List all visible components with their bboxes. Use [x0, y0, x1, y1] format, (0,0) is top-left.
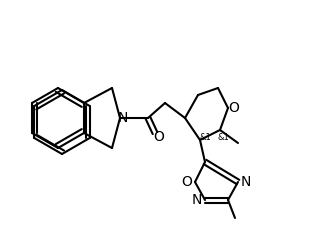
- Text: O: O: [182, 175, 192, 189]
- Text: N: N: [192, 193, 202, 207]
- Text: &1: &1: [217, 134, 229, 142]
- Text: O: O: [153, 130, 164, 144]
- Text: N: N: [241, 175, 251, 189]
- Text: O: O: [229, 101, 239, 115]
- Text: &1: &1: [199, 133, 211, 141]
- Text: N: N: [118, 111, 128, 125]
